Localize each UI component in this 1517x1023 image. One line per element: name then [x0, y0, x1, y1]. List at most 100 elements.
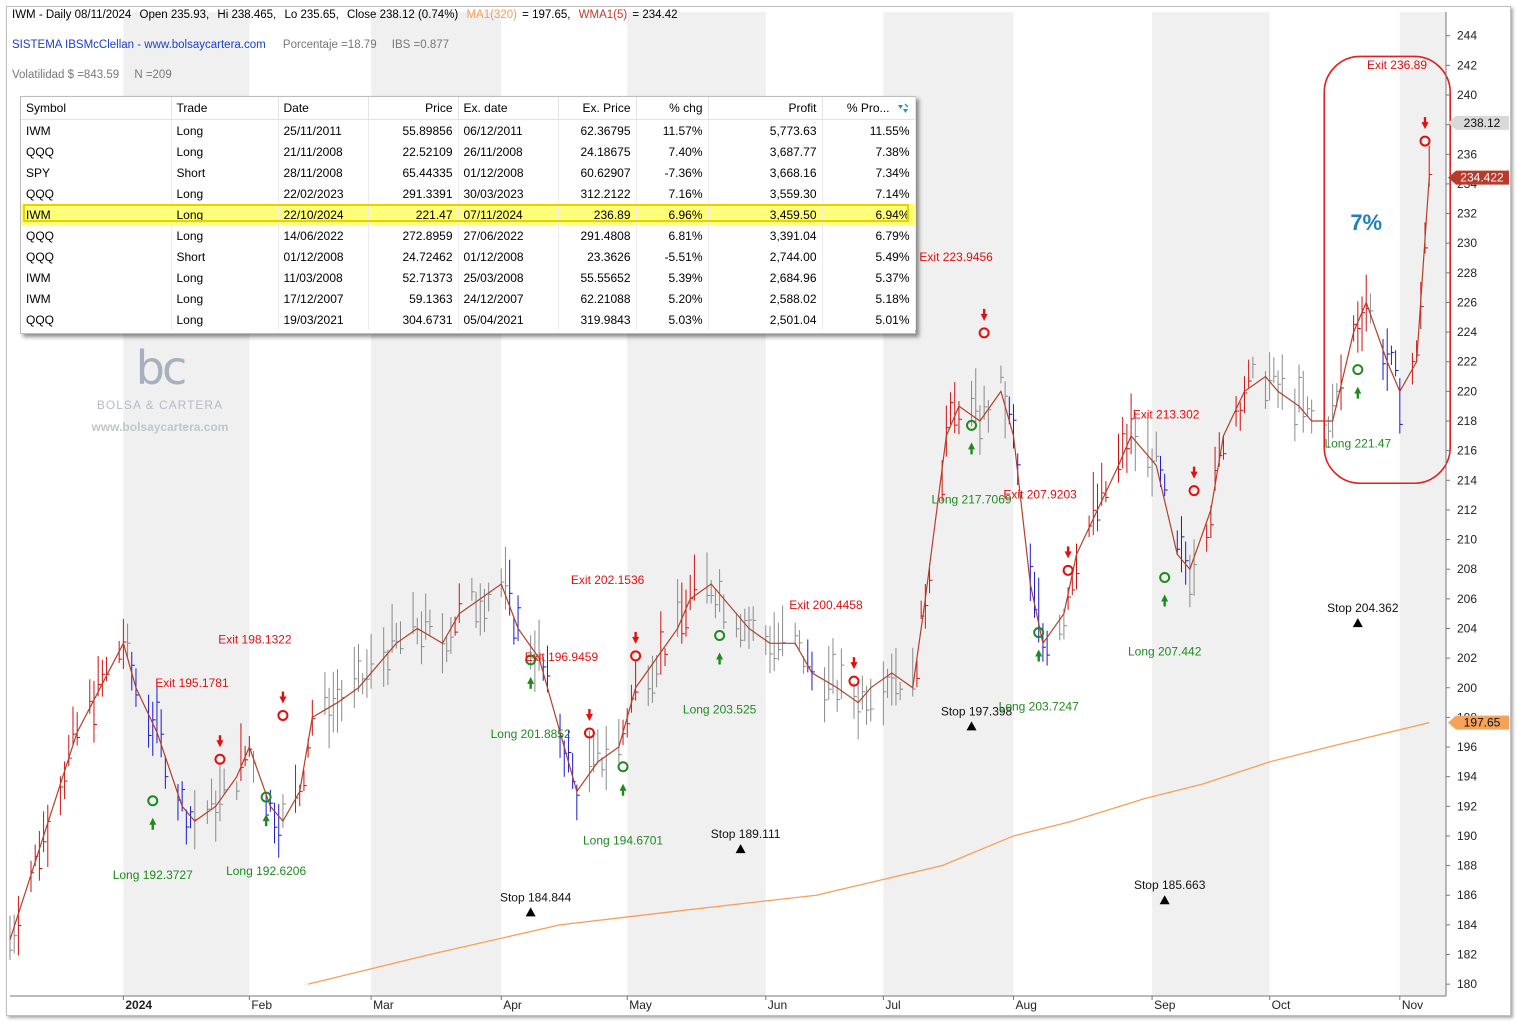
- table-cell: 01/12/2008: [278, 246, 369, 267]
- table-cell: 6.94%: [822, 204, 916, 225]
- entry-label: Long 217.7069: [931, 492, 1011, 506]
- watermark-logo: bc: [135, 341, 188, 395]
- entry-arrow-icon: [716, 652, 724, 665]
- column-header-6[interactable]: % chg: [636, 97, 709, 120]
- close-value: Close 238.12 (0.74%): [347, 9, 459, 21]
- table-cell: 7.14%: [822, 183, 916, 204]
- table-row[interactable]: IWM Long 25/11/2011 55.89856 06/12/2011 62.36…: [21, 119, 916, 141]
- trades-table[interactable]: Symbol Trade Date Price Ex. date Ex. Price% c…: [20, 96, 916, 334]
- table-row[interactable]: IWM Long 11/03/2008 52.71373 25/03/2008 55.55…: [21, 267, 916, 288]
- entry-label: Long 203.525: [683, 703, 757, 717]
- column-header-7[interactable]: Profit: [708, 97, 823, 120]
- column-header-8[interactable]: % Pro...: [822, 97, 916, 120]
- table-cell: 2,588.02: [708, 288, 823, 309]
- table-cell: 7.40%: [636, 141, 709, 162]
- table-cell: 21/11/2008: [278, 141, 369, 162]
- table-cell: 272.8959: [368, 225, 459, 246]
- table-cell: 291.3391: [368, 183, 459, 204]
- table-cell: 62.36795: [558, 119, 637, 141]
- y-tick-label: 184: [1457, 918, 1477, 932]
- exit-arrow-icon: [279, 691, 287, 704]
- table-cell: 6.81%: [636, 225, 709, 246]
- x-tick-label: May: [629, 998, 652, 1012]
- y-tick-label: 216: [1457, 444, 1477, 458]
- column-header-1[interactable]: Trade: [171, 97, 279, 120]
- table-cell: 6.79%: [822, 225, 916, 246]
- y-tick-label: 236: [1457, 147, 1477, 161]
- table-cell: 17/12/2007: [278, 288, 369, 309]
- table-cell: 06/12/2011: [458, 119, 559, 141]
- trade-markers: Long 192.3727 Exit 195.1781 Long 192.6206 E…: [113, 55, 1451, 917]
- y-tick-label: 202: [1457, 651, 1477, 665]
- watermark: bc BOLSA & CARTERA www.bolsaycartera.com: [60, 340, 260, 434]
- column-header-4[interactable]: Ex. date: [458, 97, 559, 120]
- exit-label: Exit 200.4458: [789, 598, 863, 612]
- table-row[interactable]: QQQ Long 21/11/2008 22.52109 26/11/2008 24.18…: [21, 141, 916, 162]
- entry-marker: [966, 419, 978, 431]
- entry-marker: [617, 761, 629, 773]
- table-cell: IWM: [21, 288, 172, 309]
- ma320-layer: [307, 721, 1430, 985]
- stop-triangle-icon: [735, 844, 746, 854]
- stop-triangle-icon: [1352, 618, 1363, 628]
- column-header-2[interactable]: Date: [278, 97, 369, 120]
- y-tick-label: 228: [1457, 266, 1477, 280]
- exit-label: Exit 207.9203: [1003, 487, 1077, 501]
- wma-price-tag-bg: [1448, 170, 1509, 185]
- entry-arrow-icon: [149, 817, 157, 830]
- table-row[interactable]: SPY Short 28/11/2008 65.44335 01/12/2008 60.6…: [21, 162, 916, 183]
- ibs-label: IBS =0.877: [391, 39, 450, 51]
- entry-arrow-icon: [262, 814, 270, 827]
- table-cell: 291.4808: [558, 225, 637, 246]
- table-row[interactable]: QQQ Long 22/02/2023 291.3391 30/03/2023 312.2…: [21, 183, 916, 204]
- wma-label: WMA1(5): [578, 9, 628, 21]
- exit-label: Exit 213.302: [1133, 408, 1200, 422]
- table-cell: 7.16%: [636, 183, 709, 204]
- y-tick-label: 220: [1457, 384, 1477, 398]
- system-label: SISTEMA IBSMcClellan - www.bolsaycartera…: [12, 39, 266, 51]
- y-tick-label: 214: [1457, 473, 1477, 487]
- table-cell: 01/12/2008: [458, 162, 559, 183]
- table-cell: Short: [171, 162, 279, 183]
- y-tick-label: 200: [1457, 681, 1477, 695]
- table-row[interactable]: IWM Long 17/12/2007 59.1363 24/12/2007 62.210…: [21, 288, 916, 309]
- y-tick-label: 218: [1457, 414, 1477, 428]
- table-cell: 312.2122: [558, 183, 637, 204]
- table-cell: 22.52109: [368, 141, 459, 162]
- ma-value: = 197.65,: [522, 9, 571, 21]
- entry-arrow-icon: [1354, 386, 1362, 399]
- table-cell: 07/11/2024: [458, 204, 559, 225]
- table-cell: Long: [171, 119, 279, 141]
- y-tick-label: 192: [1457, 799, 1477, 813]
- exit-arrow-icon: [1190, 466, 1198, 479]
- exit-marker: [277, 709, 289, 721]
- x-tick-label: 2024: [125, 998, 152, 1012]
- table-body: IWM Long 25/11/2011 55.89856 06/12/2011 62.36…: [21, 119, 916, 330]
- entry-label: Long 203.7247: [999, 700, 1079, 714]
- wma-value: = 234.42: [632, 9, 678, 21]
- table-cell: 221.47: [368, 204, 459, 225]
- table-cell: Long: [171, 288, 279, 309]
- table-row[interactable]: IWM Long 22/10/2024 221.47 07/11/2024 236.89 6…: [21, 204, 916, 225]
- x-tick-label: Feb: [251, 998, 272, 1012]
- table-row[interactable]: QQQ Long 19/03/2021 304.6731 05/04/2021 319.9…: [21, 309, 916, 330]
- ma-label: MA1(320): [466, 9, 517, 21]
- entry-label: Long 192.6206: [226, 864, 306, 878]
- column-header-0[interactable]: Symbol: [21, 97, 172, 120]
- column-header-5[interactable]: Ex. Price: [558, 97, 637, 120]
- column-header-3[interactable]: Price: [368, 97, 459, 120]
- table-cell: 24.72462: [368, 246, 459, 267]
- watermark-name: BOLSA & CARTERA: [96, 398, 224, 412]
- table-row[interactable]: QQQ Short 01/12/2008 24.72462 01/12/2008 23.3…: [21, 246, 916, 267]
- stop-triangle-icon: [525, 907, 536, 917]
- table-row[interactable]: QQQ Long 14/06/2022 272.8959 27/06/2022 291.4…: [21, 225, 916, 246]
- table-cell: 5,773.63: [708, 119, 823, 141]
- x-tick-label: Nov: [1402, 998, 1423, 1012]
- table-cell: Long: [171, 225, 279, 246]
- stop-label: Stop 185.663: [1134, 878, 1206, 892]
- table-cell: 05/04/2021: [458, 309, 559, 330]
- sort-icon[interactable]: [896, 103, 910, 115]
- x-tick-label: Sep: [1154, 998, 1176, 1012]
- table-cell: 65.44335: [368, 162, 459, 183]
- entry-arrow-icon: [1035, 649, 1043, 662]
